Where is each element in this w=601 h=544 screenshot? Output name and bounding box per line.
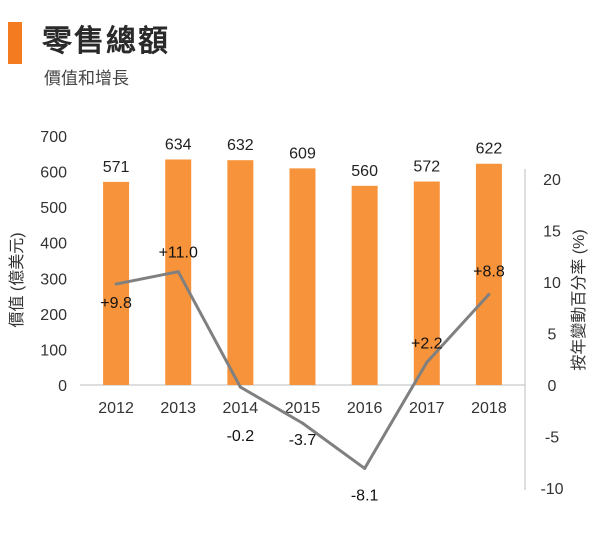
chart-subtitle: 價值和增長 <box>44 69 129 89</box>
bar-2016 <box>351 185 378 385</box>
growth-value-label: -8.1 <box>351 487 379 504</box>
y2-axis-title: 按年變動百分率 (%) <box>570 229 588 370</box>
x-tick-label: 2016 <box>347 400 383 417</box>
bar-value-label: 632 <box>227 137 254 154</box>
x-tick-label: 2018 <box>471 400 507 417</box>
bar-value-label: 560 <box>351 163 378 180</box>
y2-tick-label: -5 <box>545 430 559 447</box>
x-tick-label: 2017 <box>409 400 445 417</box>
y-tick-label: 400 <box>40 236 67 253</box>
growth-point <box>363 466 367 470</box>
y-tick-label: 600 <box>40 165 67 182</box>
data-labels: 571 634 632 609 560 572 622 +9.8 +11.0 -0.2 -3.7 -8… <box>100 136 505 504</box>
bar-2015 <box>289 168 316 385</box>
chart-title: 零售總額 <box>42 24 170 59</box>
y-tick-label: 500 <box>40 200 67 217</box>
bar-value-label: 634 <box>165 136 192 153</box>
growth-point <box>425 360 429 364</box>
y2-tick-label: -10 <box>540 481 563 498</box>
y-tick-label: 700 <box>40 129 67 146</box>
growth-value-label: +8.8 <box>473 263 505 280</box>
axes: 0 100 200 300 400 500 600 700 -10 -5 0 5 10 15 20 價值 (億… <box>8 129 588 498</box>
bar-2014 <box>227 160 254 385</box>
growth-value-label: -0.2 <box>227 428 255 445</box>
growth-value-label: +2.2 <box>411 335 443 352</box>
growth-point <box>238 385 242 389</box>
y2-tick-label: 0 <box>548 378 557 395</box>
bar-value-label: 571 <box>103 159 130 176</box>
x-tick-label: 2013 <box>160 400 196 417</box>
growth-point <box>301 421 304 425</box>
growth-point <box>487 292 491 296</box>
y-tick-label: 200 <box>40 307 67 324</box>
x-tick-label: 2012 <box>98 400 134 417</box>
y2-tick-label: 15 <box>543 224 561 241</box>
y-tick-label: 300 <box>40 271 67 288</box>
growth-point <box>114 282 118 286</box>
y2-tick-label: 10 <box>543 275 561 292</box>
growth-value-label: +11.0 <box>159 245 198 262</box>
growth-value-label: +9.8 <box>100 295 132 312</box>
title-accent-bar <box>8 22 22 64</box>
bar-2018 <box>475 163 502 385</box>
bar-value-label: 622 <box>476 141 503 158</box>
y2-tick-label: 20 <box>543 172 561 189</box>
y-tick-label: 0 <box>58 378 67 395</box>
y-tick-label: 100 <box>40 342 67 359</box>
y-axis-title: 價值 (億美元) <box>8 232 26 327</box>
x-tick-label: 2014 <box>223 400 259 417</box>
y2-tick-label: 5 <box>548 327 557 344</box>
x-tick-label: 2015 <box>285 400 321 417</box>
bar-value-label: 572 <box>413 159 440 176</box>
growth-value-label: -3.7 <box>289 432 317 449</box>
line-series <box>114 270 491 470</box>
bar-value-label: 609 <box>289 145 316 162</box>
growth-point <box>176 270 180 274</box>
